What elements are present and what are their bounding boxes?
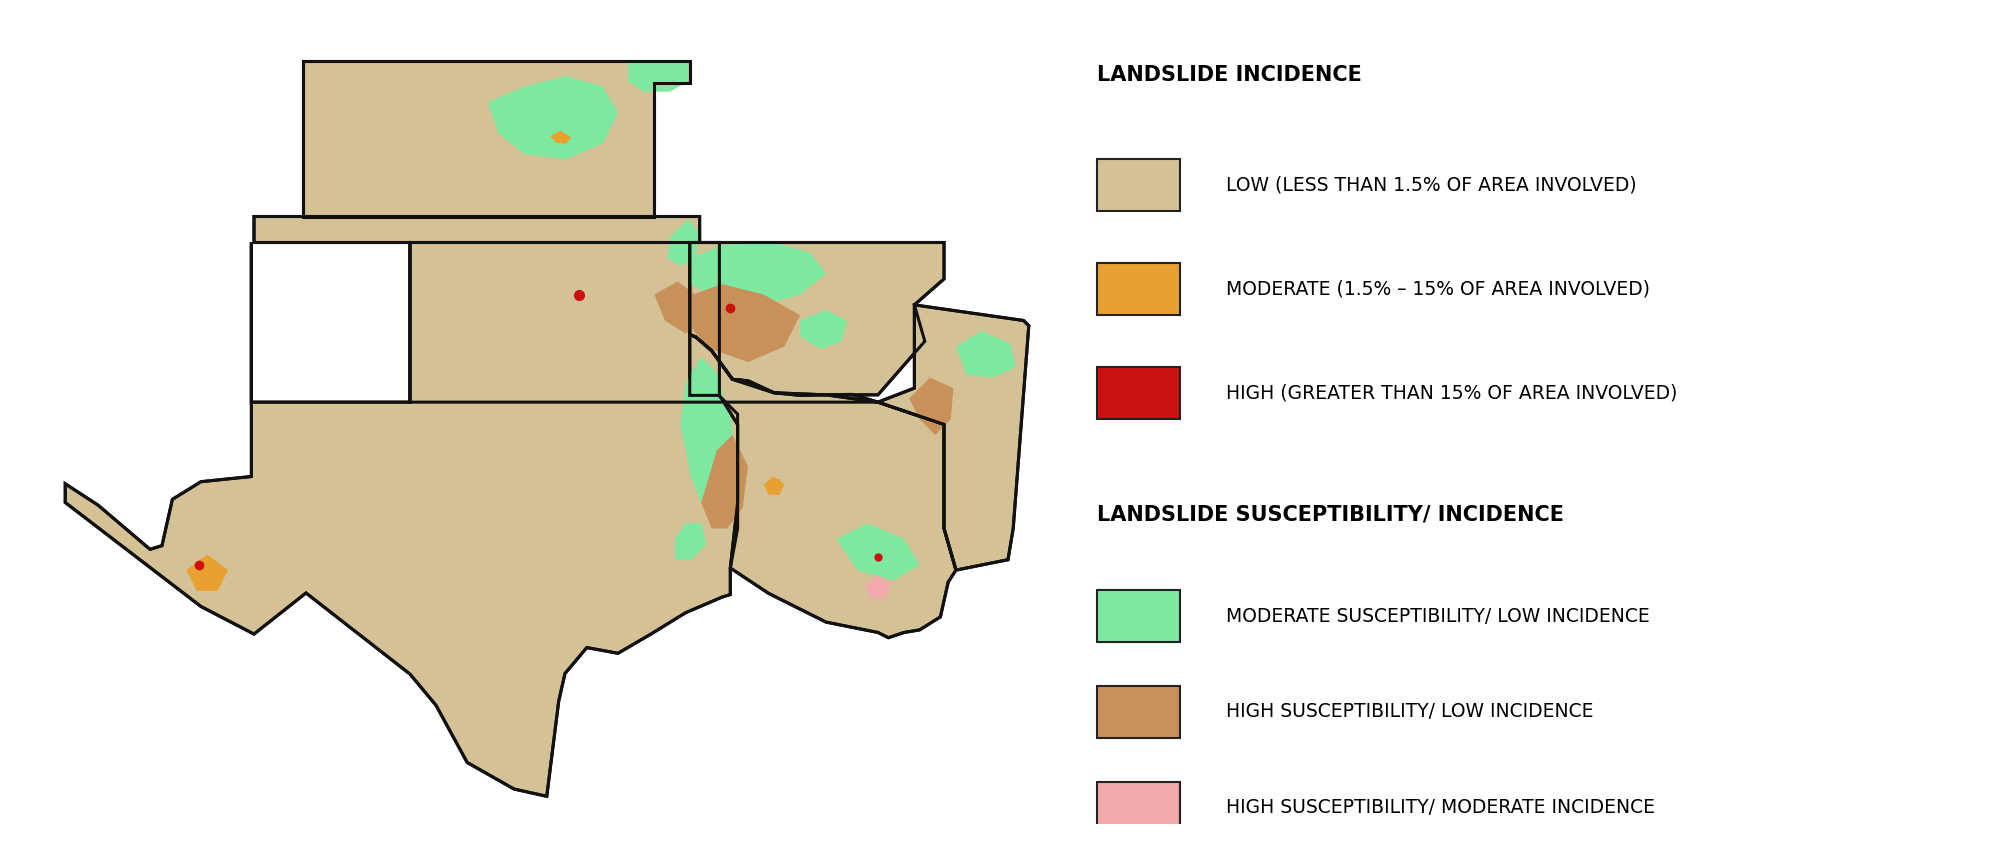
Polygon shape bbox=[550, 131, 572, 143]
FancyBboxPatch shape bbox=[1096, 590, 1180, 642]
Text: MODERATE SUSCEPTIBILITY/ LOW INCIDENCE: MODERATE SUSCEPTIBILITY/ LOW INCIDENCE bbox=[1226, 606, 1650, 626]
Polygon shape bbox=[694, 284, 800, 363]
Polygon shape bbox=[254, 216, 878, 402]
FancyBboxPatch shape bbox=[1096, 367, 1180, 419]
FancyBboxPatch shape bbox=[1096, 159, 1180, 211]
Text: MODERATE (1.5% – 15% OF AREA INVOLVED): MODERATE (1.5% – 15% OF AREA INVOLVED) bbox=[1226, 279, 1650, 298]
Polygon shape bbox=[186, 554, 228, 591]
FancyBboxPatch shape bbox=[1096, 686, 1180, 738]
FancyBboxPatch shape bbox=[1096, 263, 1180, 315]
Polygon shape bbox=[690, 243, 944, 396]
FancyBboxPatch shape bbox=[1096, 782, 1180, 834]
Polygon shape bbox=[680, 357, 732, 503]
Polygon shape bbox=[304, 60, 690, 216]
Polygon shape bbox=[654, 282, 706, 334]
Text: LANDSLIDE SUSCEPTIBILITY/ INCIDENCE: LANDSLIDE SUSCEPTIBILITY/ INCIDENCE bbox=[1096, 504, 1564, 525]
Text: LOW (LESS THAN 1.5% OF AREA INVOLVED): LOW (LESS THAN 1.5% OF AREA INVOLVED) bbox=[1226, 176, 1636, 194]
Polygon shape bbox=[836, 523, 920, 581]
Polygon shape bbox=[910, 378, 954, 435]
Polygon shape bbox=[878, 305, 1028, 570]
Polygon shape bbox=[628, 60, 688, 92]
Polygon shape bbox=[690, 243, 826, 305]
Polygon shape bbox=[702, 435, 748, 528]
Text: HIGH SUSCEPTIBILITY/ LOW INCIDENCE: HIGH SUSCEPTIBILITY/ LOW INCIDENCE bbox=[1226, 702, 1594, 722]
Polygon shape bbox=[764, 476, 784, 495]
Text: LANDSLIDE INCIDENCE: LANDSLIDE INCIDENCE bbox=[1096, 65, 1362, 86]
Polygon shape bbox=[66, 243, 738, 796]
Polygon shape bbox=[676, 523, 706, 559]
Text: HIGH (GREATER THAN 15% OF AREA INVOLVED): HIGH (GREATER THAN 15% OF AREA INVOLVED) bbox=[1226, 383, 1676, 402]
Polygon shape bbox=[864, 576, 892, 599]
Polygon shape bbox=[668, 219, 698, 266]
Polygon shape bbox=[488, 76, 618, 160]
Polygon shape bbox=[690, 335, 956, 638]
Polygon shape bbox=[800, 310, 846, 349]
Text: HIGH SUSCEPTIBILITY/ MODERATE INCIDENCE: HIGH SUSCEPTIBILITY/ MODERATE INCIDENCE bbox=[1226, 798, 1654, 817]
Polygon shape bbox=[956, 331, 1016, 378]
